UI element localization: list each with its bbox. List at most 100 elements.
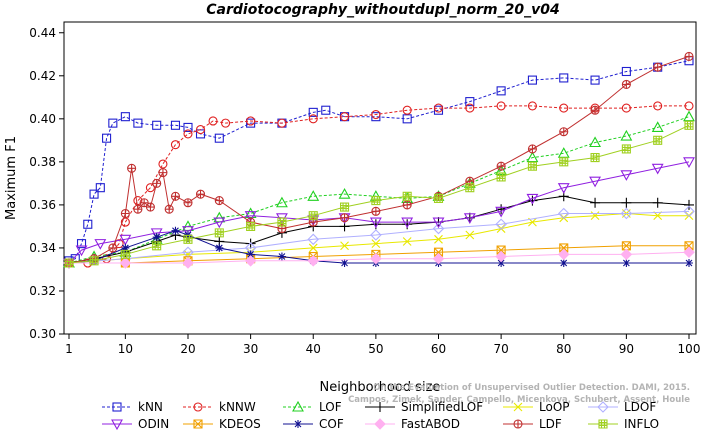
data-point-simplifiedlof bbox=[684, 199, 694, 210]
series-line-ldof bbox=[68, 210, 690, 264]
data-point-knnw bbox=[120, 217, 130, 227]
data-point-odin bbox=[463, 213, 476, 224]
watermark-line-1: On the Evaluation of Unsupervised Outlie… bbox=[373, 383, 690, 393]
plot-frame bbox=[63, 21, 697, 335]
data-point-inflo bbox=[120, 249, 130, 259]
data-point-knn bbox=[214, 133, 224, 143]
plot-area bbox=[63, 51, 695, 270]
data-point-knnw bbox=[465, 103, 475, 113]
data-point-odin bbox=[401, 217, 414, 229]
data-point-knnw bbox=[496, 101, 506, 111]
data-point-kdeos bbox=[496, 245, 506, 255]
data-point-inflo bbox=[465, 183, 475, 193]
data-point-inflo bbox=[64, 258, 74, 268]
data-point-ldf bbox=[340, 213, 350, 223]
data-point-knn bbox=[120, 112, 130, 122]
data-point-knn bbox=[402, 114, 412, 124]
data-point-knnw bbox=[402, 105, 412, 115]
y-tick-label: 0.30 bbox=[29, 327, 56, 341]
legend-label-odin: ODIN bbox=[138, 417, 169, 431]
series-fastabod bbox=[63, 246, 695, 269]
legend-marker-cof bbox=[294, 420, 302, 428]
legend-entry-fastabod: FastABOD bbox=[365, 417, 460, 431]
y-tick-label: 0.42 bbox=[29, 69, 56, 83]
series-line-simplifiedlof bbox=[68, 195, 690, 264]
data-point-ldf bbox=[127, 163, 137, 173]
legend-marker-ldof bbox=[597, 401, 609, 413]
data-point-loop bbox=[402, 237, 412, 246]
y-tick-label: 0.38 bbox=[29, 155, 56, 169]
legend-label-lof: LOF bbox=[319, 400, 342, 414]
x-tick-label: 80 bbox=[556, 342, 571, 356]
legend-marker-fastabod bbox=[374, 418, 386, 430]
data-point-ldf bbox=[653, 62, 663, 72]
data-point-inflo bbox=[371, 196, 381, 206]
data-point-cof bbox=[340, 258, 349, 267]
data-point-ldf bbox=[195, 189, 206, 199]
legend-marker-kdeos bbox=[193, 419, 203, 429]
data-point-inflo bbox=[621, 144, 631, 154]
data-point-fastabod bbox=[620, 248, 633, 261]
legend-marker-loop bbox=[513, 402, 523, 412]
data-point-knnw bbox=[158, 159, 168, 169]
data-point-lof bbox=[275, 196, 288, 208]
series-line-knnw bbox=[69, 105, 689, 264]
data-point-ldf bbox=[214, 196, 224, 206]
data-point-odin bbox=[495, 206, 508, 218]
data-point-knnw bbox=[277, 118, 287, 128]
data-point-cof bbox=[152, 233, 161, 242]
data-point-ldf bbox=[402, 200, 412, 210]
data-point-loop bbox=[590, 211, 600, 221]
x-axis-label: Neighborhood size bbox=[320, 380, 441, 395]
legend-label-loop: LoOP bbox=[539, 400, 570, 414]
data-point-lof bbox=[557, 147, 570, 158]
data-point-loop bbox=[465, 230, 475, 240]
data-point-knn bbox=[559, 73, 569, 83]
legend-entry-kdeos: KDEOS bbox=[183, 417, 261, 431]
legend-label-kdeos: KDEOS bbox=[219, 417, 261, 431]
legend-label-ldof: LDOF bbox=[624, 400, 656, 414]
data-point-fastabod bbox=[495, 250, 507, 263]
data-point-odin bbox=[119, 234, 132, 246]
data-point-knn bbox=[321, 105, 331, 115]
data-point-ldf bbox=[164, 204, 174, 214]
series-inflo bbox=[64, 120, 694, 268]
data-point-knnw bbox=[195, 125, 206, 135]
data-point-cof bbox=[622, 258, 631, 267]
data-point-odin bbox=[620, 170, 633, 181]
data-point-knn bbox=[108, 118, 118, 128]
data-point-simplifiedlof bbox=[590, 197, 601, 208]
data-point-knn bbox=[76, 239, 87, 249]
data-point-knnw bbox=[684, 101, 694, 111]
legend-entry-ldof: LDOF bbox=[588, 400, 656, 414]
data-point-cof bbox=[277, 252, 286, 261]
series-knnw bbox=[64, 101, 694, 268]
data-point-lof bbox=[244, 207, 257, 219]
data-point-loop bbox=[371, 239, 381, 249]
data-point-ldof bbox=[495, 218, 507, 231]
data-point-cof bbox=[215, 243, 224, 252]
chart-title: Cardiotocography_withoutdupl_norm_20_v04 bbox=[206, 2, 559, 18]
data-point-inflo bbox=[340, 202, 350, 212]
data-point-ldof bbox=[370, 229, 382, 241]
data-point-knnw bbox=[208, 116, 218, 126]
legend-marker-lof bbox=[292, 400, 304, 412]
data-point-ldf bbox=[371, 206, 381, 216]
data-point-inflo bbox=[433, 193, 444, 203]
data-point-ldof bbox=[432, 222, 445, 235]
data-point-ldf bbox=[139, 198, 149, 208]
data-point-cof bbox=[171, 226, 180, 235]
data-point-inflo bbox=[89, 256, 99, 266]
data-point-inflo bbox=[684, 120, 694, 130]
data-point-lof bbox=[683, 110, 695, 122]
data-point-ldf bbox=[133, 204, 143, 214]
x-tick-label: 20 bbox=[180, 342, 195, 356]
data-point-knn bbox=[102, 133, 112, 143]
x-tick-label: 90 bbox=[619, 342, 634, 356]
data-point-ldof bbox=[620, 207, 633, 220]
data-point-ldf bbox=[145, 202, 155, 212]
data-point-knn bbox=[527, 75, 537, 85]
data-point-odin bbox=[150, 228, 163, 240]
data-point-inflo bbox=[527, 161, 537, 171]
